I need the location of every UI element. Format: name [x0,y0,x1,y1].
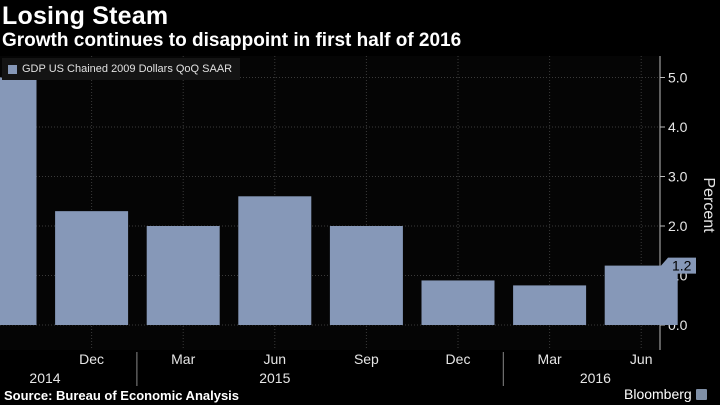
bar [55,211,129,325]
bar [329,226,403,325]
x-tick-label: Jun [264,351,287,367]
bloomberg-icon [695,389,707,400]
last-value-label: 1.2 [672,258,692,274]
y-tick-label: 3.0 [668,169,688,185]
bar [604,265,678,325]
y-tick-label: 2.0 [668,218,688,234]
x-tick-label: Jun [630,351,653,367]
chart-legend: GDP US Chained 2009 Dollars QoQ SAAR [2,58,241,80]
y-tick-label: 4.0 [668,119,688,135]
source-note: Source: Bureau of Economic Analysis [4,388,240,403]
brand-name: Bloomberg [624,386,692,402]
y-tick-label: 5.0 [668,70,688,86]
x-tick-label: Dec [79,351,104,367]
x-year-label: 2016 [580,370,611,386]
x-year-label: 2015 [259,370,290,386]
bar [238,196,312,325]
x-year-label: 2014 [29,370,60,386]
bar [0,77,37,325]
legend-swatch [8,64,17,74]
legend-label: GDP US Chained 2009 Dollars QoQ SAAR [22,63,233,75]
chart-title: Losing Steam [2,2,169,30]
last-value-callout [661,257,696,274]
brand-logo: Bloomberg [624,386,707,402]
y-axis-title: Percent [700,177,717,233]
x-tick-label: Sep [354,351,379,367]
bar [146,226,220,325]
x-tick-label: Dec [446,351,471,367]
chart-subtitle: Growth continues to disappoint in first … [2,30,462,51]
x-tick-label: Mar [538,351,562,367]
x-tick-label: Mar [171,351,195,367]
bar [421,280,495,325]
bar [513,285,587,325]
